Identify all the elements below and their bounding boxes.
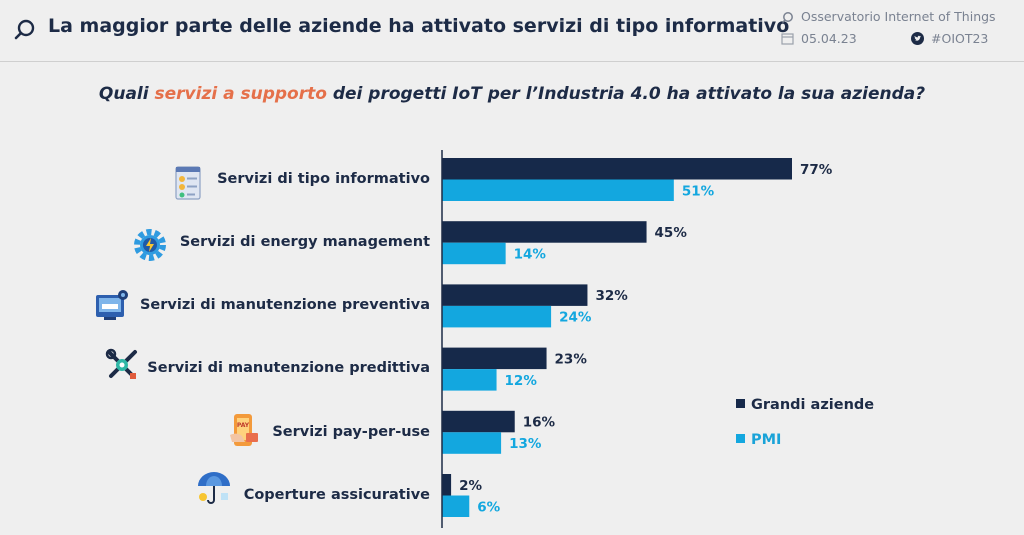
category-label: Servizi di manutenzione predittiva [147, 360, 430, 376]
legend-label-grandi: Grandi aziende [751, 397, 875, 413]
header-bar: La maggior parte delle aziende ha attiva… [0, 0, 1024, 60]
legend-label-pmi: PMI [751, 432, 782, 448]
bar-grandi-aziende [442, 347, 547, 370]
data-label: 24% [559, 310, 592, 326]
magnifier-icon [14, 19, 35, 40]
wrench-screwdriver-icon [105, 348, 137, 379]
data-label: 16% [523, 415, 556, 431]
data-label: 13% [509, 436, 542, 452]
bar-grandi-aziende [442, 158, 792, 180]
data-label: 51% [682, 183, 715, 199]
document-checklist-icon [175, 166, 201, 200]
event-date: 05.04.23 [801, 31, 857, 46]
data-label: 2% [459, 478, 482, 494]
bar-grandi-aziende [442, 221, 647, 243]
data-label: 6% [477, 499, 500, 515]
question-suffix: dei progetti IoT per l’Industria 4.0 ha … [326, 84, 926, 104]
event-hashtag: #OIOT23 [931, 31, 989, 46]
category-label: Servizi pay-per-use [272, 424, 430, 440]
question-prefix: Quali [98, 84, 155, 104]
data-label: 45% [655, 225, 688, 241]
category-label: Coperture assicurative [243, 487, 430, 503]
page-title: La maggior parte delle aziende ha attiva… [48, 15, 790, 37]
bar-pmi [442, 495, 470, 517]
calendar-icon [781, 33, 794, 45]
bar-pmi [442, 432, 502, 454]
category-label: Servizi di tipo informativo [217, 171, 430, 187]
data-label: 77% [800, 162, 833, 178]
chart-question: Quali servizi a supporto dei progetti Io… [0, 84, 1024, 104]
bar-pmi [442, 242, 506, 265]
category-label: Servizi di manutenzione preventiva [139, 297, 430, 313]
legend-pmi: PMI [736, 432, 781, 448]
bar-pmi [442, 369, 497, 391]
bar-pmi [442, 305, 552, 328]
bar-grandi-aziende [442, 410, 515, 433]
data-label: 32% [595, 288, 628, 304]
pay-phone-icon: PAY [230, 414, 258, 446]
legend-grandi: Grandi aziende [736, 397, 874, 413]
twitter-icon [911, 32, 924, 45]
legend-swatch-pmi [736, 434, 745, 443]
umbrella-coins-icon [198, 472, 230, 504]
observatory-icon [781, 12, 793, 24]
header-divider [0, 61, 1024, 62]
data-label: 14% [514, 246, 547, 262]
data-label: 12% [505, 373, 538, 389]
gear-bolt-icon [134, 229, 166, 261]
bar-grandi-aziende [442, 474, 452, 496]
bar-grandi-aziende [442, 284, 588, 306]
data-label: 23% [555, 351, 588, 367]
monitor-gear-icon [96, 290, 128, 320]
bar-pmi [442, 179, 674, 201]
observatory-name: Osservatorio Internet of Things [801, 9, 996, 24]
svg-text:PAY: PAY [237, 422, 250, 429]
category-label: Servizi di energy management [179, 234, 430, 250]
question-highlight: servizi a supporto [154, 84, 327, 104]
legend-swatch-grandi [736, 399, 745, 408]
